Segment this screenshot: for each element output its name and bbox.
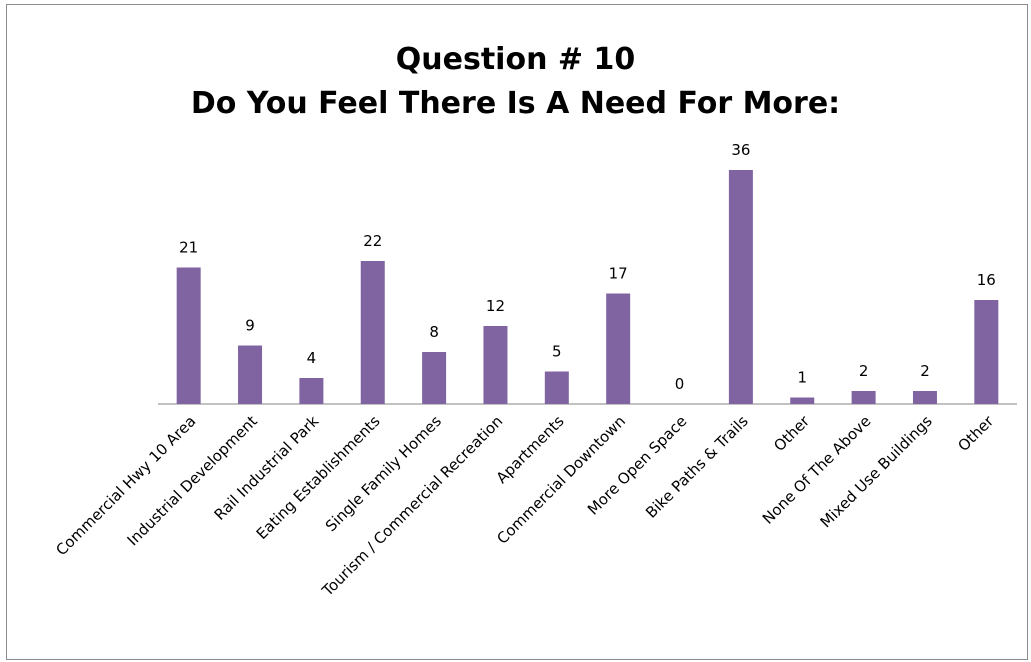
bar-0 <box>176 267 201 404</box>
bar-11 <box>851 391 876 404</box>
chart-title-line-2: Do You Feel There Is A Need For More: <box>190 86 841 121</box>
bar-7 <box>606 293 631 404</box>
bar-1 <box>238 345 263 404</box>
bar-12 <box>912 391 937 404</box>
bar-4 <box>422 352 447 404</box>
data-label-11: 2 <box>859 362 869 380</box>
data-label-2: 4 <box>307 349 317 367</box>
x-tick-label-3: Eating Establishments <box>253 412 384 543</box>
x-tick-label-2: Rail Industrial Park <box>211 412 323 524</box>
bar-9 <box>728 170 753 404</box>
chart-frame <box>6 4 1028 660</box>
x-tick-label-11: None Of The Above <box>759 412 875 528</box>
data-label-5: 12 <box>486 297 505 315</box>
data-label-6: 5 <box>552 343 562 361</box>
data-label-8: 0 <box>675 375 685 393</box>
bar-5 <box>483 326 508 404</box>
bar-10 <box>790 397 815 404</box>
data-label-4: 8 <box>429 323 439 341</box>
data-label-0: 21 <box>179 239 198 257</box>
data-label-7: 17 <box>609 265 628 283</box>
data-label-3: 22 <box>363 232 382 250</box>
x-tick-label-10: Other <box>770 412 813 455</box>
data-label-13: 16 <box>977 271 996 289</box>
bar-3 <box>360 261 385 404</box>
bar-13 <box>974 300 999 404</box>
x-tick-label-13: Other <box>954 412 997 455</box>
x-tick-label-9: Bike Paths & Trails <box>642 412 752 522</box>
data-label-12: 2 <box>920 362 930 380</box>
chart-title: Question # 10 Do You Feel There Is A Nee… <box>0 38 1031 126</box>
x-tick-label-12: Mixed Use Buildings <box>817 412 936 531</box>
x-tick-label-4: Single Family Homes <box>322 412 445 535</box>
bar-2 <box>299 378 324 404</box>
data-label-9: 36 <box>731 141 750 159</box>
data-label-1: 9 <box>245 317 255 335</box>
data-label-10: 1 <box>797 369 807 387</box>
chart-title-line-1: Question # 10 <box>395 42 636 77</box>
bar-6 <box>544 371 569 404</box>
